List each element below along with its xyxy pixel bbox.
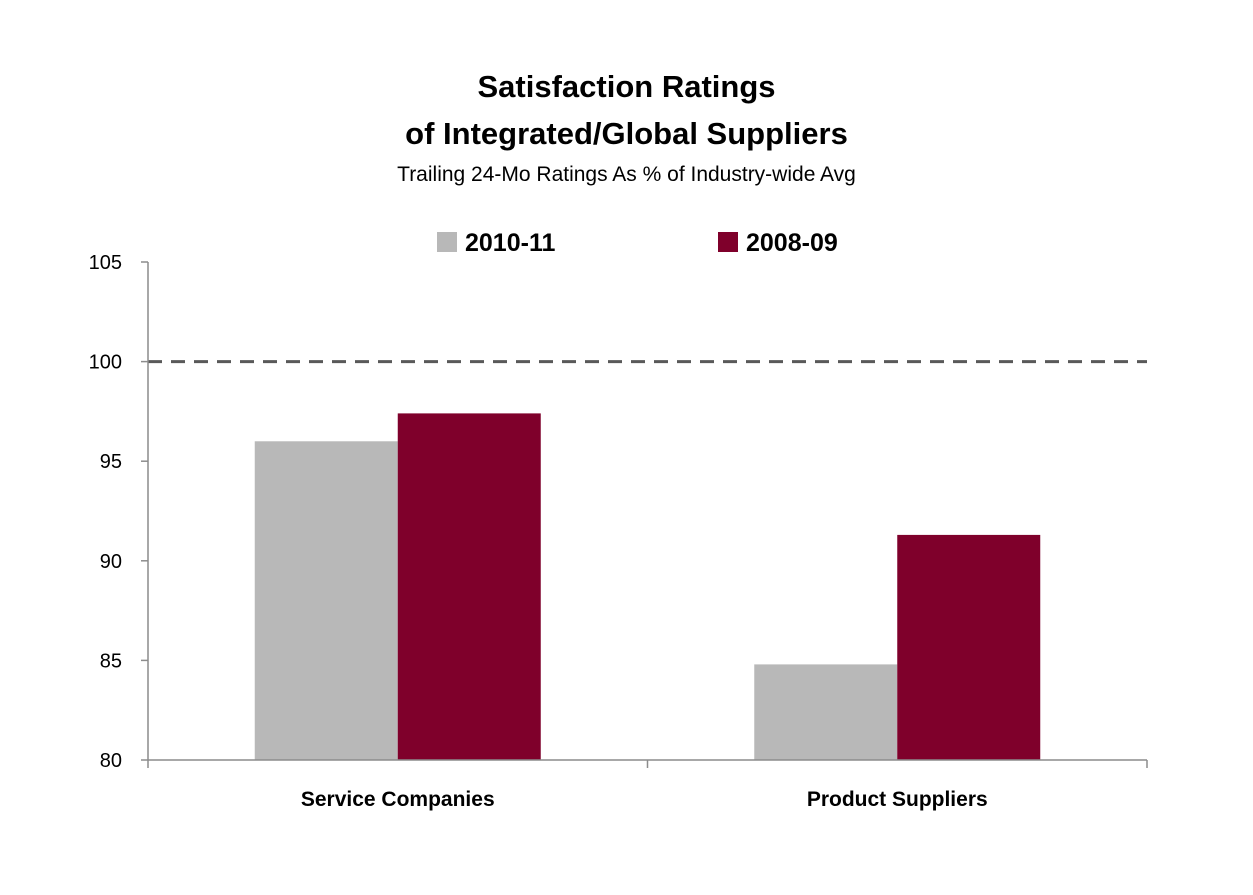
bar-2008-09-service-companies xyxy=(397,413,541,760)
y-tick-label: 90 xyxy=(100,551,122,573)
y-tick-label: 105 xyxy=(89,252,122,274)
chart-title: Satisfaction Ratings xyxy=(477,69,776,104)
chart-title-line-2: of Integrated/Global Suppliers xyxy=(405,116,848,151)
legend-label-2010-11: 2010-11 xyxy=(465,229,555,257)
bar-2010-11-product-suppliers xyxy=(754,664,898,760)
category-label: Service Companies xyxy=(301,788,495,811)
legend-label-2008-09: 2008-09 xyxy=(746,229,838,257)
y-tick-label: 100 xyxy=(89,352,122,374)
bar-2010-11-service-companies xyxy=(254,441,398,760)
legend-swatch-2010-11 xyxy=(437,232,457,252)
y-tick-label: 85 xyxy=(100,650,122,672)
y-tick-label: 80 xyxy=(100,750,122,772)
bar-2008-09-product-suppliers xyxy=(897,534,1041,760)
y-tick-label: 95 xyxy=(100,451,122,473)
legend-swatch-2008-09 xyxy=(718,232,738,252)
chart-subtitle: Trailing 24-Mo Ratings As % of Industry-… xyxy=(397,163,856,186)
category-label: Product Suppliers xyxy=(807,788,988,811)
